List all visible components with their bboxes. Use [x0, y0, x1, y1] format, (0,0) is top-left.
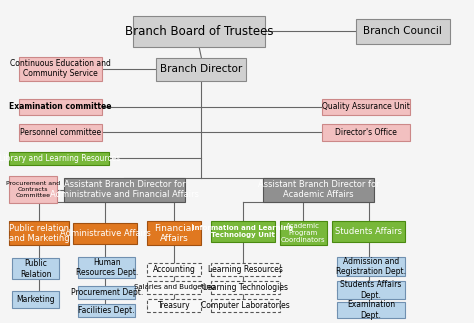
Text: Marketing: Marketing: [16, 295, 55, 304]
Text: Assistant Branch Director for
Administrative and Financial Affairs: Assistant Branch Director for Administra…: [50, 180, 199, 200]
Text: Admission and
Registration Dept.: Admission and Registration Dept.: [336, 257, 406, 276]
Text: Accounting: Accounting: [153, 265, 196, 274]
Text: Library and Learning Resources: Library and Learning Resources: [0, 154, 120, 163]
FancyBboxPatch shape: [78, 286, 135, 299]
FancyBboxPatch shape: [280, 221, 327, 245]
FancyBboxPatch shape: [322, 124, 410, 141]
FancyBboxPatch shape: [9, 176, 57, 203]
FancyBboxPatch shape: [19, 99, 102, 115]
FancyBboxPatch shape: [12, 258, 59, 279]
Text: Learning Technologies: Learning Technologies: [203, 283, 288, 292]
FancyBboxPatch shape: [356, 19, 450, 44]
Text: Personnel committee: Personnel committee: [20, 128, 101, 137]
FancyBboxPatch shape: [156, 58, 246, 81]
FancyBboxPatch shape: [9, 221, 69, 245]
FancyBboxPatch shape: [337, 281, 405, 299]
FancyBboxPatch shape: [211, 281, 280, 294]
Text: Financial
Affairs: Financial Affairs: [154, 224, 194, 243]
Text: Procurement and
Contracts
Committee: Procurement and Contracts Committee: [6, 182, 60, 198]
FancyBboxPatch shape: [211, 221, 275, 242]
FancyBboxPatch shape: [19, 57, 102, 81]
Text: Students Affairs
Dept.: Students Affairs Dept.: [340, 280, 401, 300]
Text: Students Affairs: Students Affairs: [335, 227, 402, 236]
Text: Director's Office: Director's Office: [335, 128, 397, 137]
Text: Continuous Education and
Community Service: Continuous Education and Community Servi…: [10, 59, 111, 78]
FancyBboxPatch shape: [147, 299, 201, 312]
Text: Examination
Dept.: Examination Dept.: [347, 300, 395, 320]
FancyBboxPatch shape: [211, 263, 280, 276]
Text: Treasury: Treasury: [158, 301, 191, 310]
Text: Quality Assurance Unit: Quality Assurance Unit: [322, 102, 410, 111]
FancyBboxPatch shape: [337, 257, 405, 276]
Text: Public
Relation: Public Relation: [20, 259, 51, 279]
Text: Branch Director: Branch Director: [160, 65, 243, 74]
Text: Computer Laboratories: Computer Laboratories: [201, 301, 290, 310]
FancyBboxPatch shape: [211, 299, 280, 312]
Text: Learning Resources: Learning Resources: [208, 265, 283, 274]
Text: Examination committee: Examination committee: [9, 102, 112, 111]
Text: Public relation
and Marketing: Public relation and Marketing: [9, 224, 69, 243]
FancyBboxPatch shape: [64, 178, 185, 202]
Text: Human
Resources Dept.: Human Resources Dept.: [75, 257, 138, 277]
Text: Salaries and Budgeting: Salaries and Budgeting: [134, 285, 215, 290]
FancyBboxPatch shape: [332, 221, 405, 242]
FancyBboxPatch shape: [263, 178, 374, 202]
FancyBboxPatch shape: [147, 263, 201, 276]
FancyBboxPatch shape: [12, 291, 59, 308]
Text: Administrative Affairs: Administrative Affairs: [60, 229, 151, 238]
FancyBboxPatch shape: [147, 281, 201, 294]
FancyBboxPatch shape: [78, 257, 135, 278]
FancyBboxPatch shape: [147, 221, 201, 245]
Text: Branch Council: Branch Council: [364, 26, 442, 36]
Text: Procurement Dept.: Procurement Dept.: [71, 288, 143, 297]
Text: Assistant Branch Director for
Academic Affairs: Assistant Branch Director for Academic A…: [258, 180, 380, 200]
FancyBboxPatch shape: [337, 302, 405, 318]
FancyBboxPatch shape: [73, 223, 137, 244]
Text: Academic
Program
Coordinators: Academic Program Coordinators: [281, 224, 326, 243]
FancyBboxPatch shape: [322, 99, 410, 115]
FancyBboxPatch shape: [19, 124, 102, 141]
FancyBboxPatch shape: [9, 152, 109, 165]
Text: Branch Board of Trustees: Branch Board of Trustees: [125, 25, 273, 38]
FancyBboxPatch shape: [133, 16, 265, 47]
Text: Information and Learning
Technology Unit: Information and Learning Technology Unit: [192, 225, 293, 238]
FancyBboxPatch shape: [78, 304, 135, 317]
Text: Facilities Dept.: Facilities Dept.: [78, 306, 135, 315]
